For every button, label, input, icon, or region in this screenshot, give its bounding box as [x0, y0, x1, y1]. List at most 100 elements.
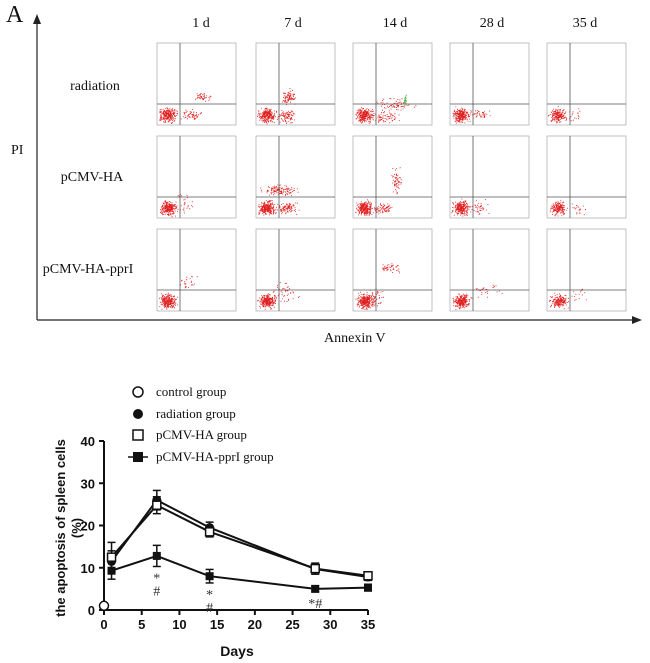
panel-letter: A — [6, 2, 24, 28]
flow-plot-frame — [255, 135, 336, 219]
flow-plot-frame — [546, 228, 627, 312]
flow-plot-scatter — [255, 42, 336, 126]
flow-plot-events — [548, 106, 581, 124]
flow-plot — [252, 135, 336, 219]
flow-plot-frame — [352, 135, 433, 219]
row-label-pcmv-ha-ppri: pCMV-HA-pprI — [42, 262, 134, 277]
flow-plot-frame — [255, 42, 336, 126]
flow-plot — [349, 135, 433, 219]
series-pcmv-ha-ppri-point — [205, 572, 214, 581]
series-control-point — [98, 600, 110, 612]
series-pcmv-ha-line — [110, 503, 369, 577]
flow-plot-events — [452, 106, 491, 124]
flow-plot-scatter — [449, 42, 530, 126]
series-pcmv-ha-point — [310, 563, 320, 574]
flow-plot — [446, 228, 530, 312]
x-tick-label: 35 — [361, 617, 375, 632]
filled-square-marker-icon — [128, 452, 148, 462]
flow-plot-scatter — [156, 135, 237, 219]
panel-y-arrow — [33, 14, 41, 24]
flow-plot-scatter — [156, 228, 237, 312]
series-pcmv-ha-ppri-point — [364, 583, 372, 592]
flow-plot — [446, 42, 530, 126]
flow-plot-events — [257, 88, 296, 125]
flow-plot-frame — [449, 228, 530, 312]
flow-plot-scatter — [255, 228, 336, 312]
y-axis-label-pi: PI — [11, 143, 24, 158]
flow-plot-scatter — [255, 135, 336, 219]
x-tick-label: 10 — [172, 617, 186, 632]
flow-plot — [153, 42, 237, 126]
flow-plot-scatter — [352, 135, 433, 219]
flow-plot — [446, 135, 530, 219]
flow-plot-frame — [156, 228, 237, 312]
flow-plot-events — [159, 93, 212, 124]
chart-x-label: Days — [220, 643, 254, 659]
open-square-marker-icon — [132, 429, 144, 441]
flow-plot-events — [257, 282, 300, 310]
flow-plot-scatter — [546, 135, 627, 219]
legend-label-radiation: radiation group — [156, 406, 236, 421]
legend-label-pcmv-ha: pCMV-HA group — [156, 427, 247, 442]
significance-annotation: * — [153, 571, 160, 586]
series-pcmv-ha-ppri-point — [311, 584, 320, 593]
x-tick-label: 5 — [138, 617, 145, 632]
chart-y-label-unit: (%) — [69, 518, 84, 538]
flow-plot-frame — [156, 42, 237, 126]
panel-x-arrow — [632, 316, 642, 324]
flow-plot — [349, 42, 433, 126]
flow-plot-scatter — [449, 135, 530, 219]
flow-plot-events — [549, 288, 587, 310]
x-axis-label-annexin: Annexin V — [324, 331, 386, 346]
significance-annotation: * — [206, 588, 213, 603]
col-label-7d: 7 d — [284, 16, 302, 31]
col-label-1d: 1 d — [192, 16, 210, 31]
flow-plot — [543, 135, 627, 219]
y-tick-label: 40 — [81, 434, 95, 449]
row-label-pcmv-ha: pCMV-HA — [60, 170, 124, 185]
series-pcmv-ha-point — [152, 500, 162, 510]
y-tick-label: 20 — [81, 519, 95, 534]
flow-plot-events — [451, 198, 490, 217]
series-pcmv-ha-ppri-point — [107, 566, 116, 575]
panel-axes — [33, 14, 642, 324]
flow-plot-frame — [156, 135, 237, 219]
legend-label-pcmv-ha-ppri: pCMV-HA-pprI group — [156, 449, 274, 464]
flow-plot-events — [355, 167, 402, 216]
legend-label-control: control group — [156, 384, 227, 399]
significance-annotation: # — [206, 601, 213, 616]
flow-plot — [543, 228, 627, 312]
significance-annotation: # — [153, 584, 160, 599]
flow-plot-frame — [352, 228, 433, 312]
open-circle-marker-icon — [132, 386, 144, 398]
flow-plot-frame — [449, 135, 530, 219]
flow-plot-events — [257, 184, 300, 216]
flow-plot-events — [452, 284, 503, 310]
flow-plot-frame — [255, 228, 336, 312]
flow-plot-scatter — [546, 228, 627, 312]
flow-plot-events — [160, 193, 194, 218]
series-pcmv-ha-point — [106, 552, 117, 562]
col-label-28d: 28 d — [479, 16, 505, 31]
x-tick-label: 0 — [100, 617, 107, 632]
flow-plot-scatter — [352, 42, 433, 126]
x-tick-label: 25 — [285, 617, 299, 632]
flow-plot-scatter — [352, 228, 433, 312]
chart-y-label: the apoptosis of spleen cells — [53, 439, 68, 617]
flow-plot — [543, 42, 627, 126]
y-tick-label: 0 — [88, 603, 95, 618]
flow-plot-frame — [546, 135, 627, 219]
filled-circle-marker-icon — [133, 409, 143, 419]
flow-plot-frame — [352, 42, 433, 126]
significance-annotation: *# — [308, 597, 322, 612]
series-pcmv-ha-ppri-point — [152, 551, 161, 560]
flow-plot-frame — [546, 42, 627, 126]
flow-plot — [349, 228, 433, 312]
flow-plot-scatter — [449, 228, 530, 312]
row-label-radiation: radiation — [70, 79, 120, 94]
x-tick-label: 30 — [323, 617, 337, 632]
flow-plot-scatter — [546, 42, 627, 126]
flow-plot — [252, 228, 336, 312]
flow-plot-events — [355, 98, 417, 124]
